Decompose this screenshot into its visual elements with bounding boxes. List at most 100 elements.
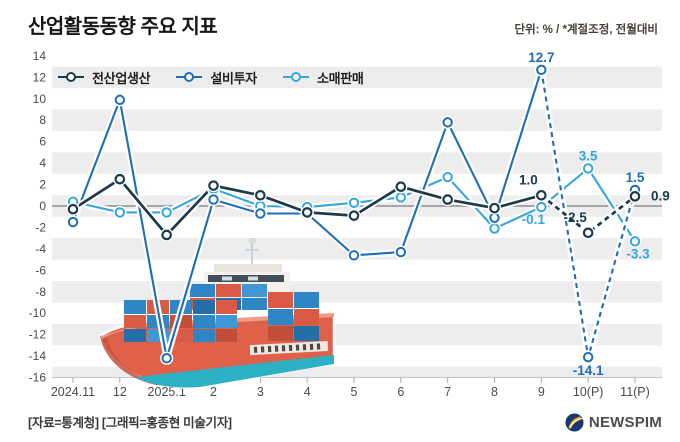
chart-axes: 14 12 10 8 6 4 2 0 -2 -4 -6 -8 -10 -12 -14 -16 2024.11 12… <box>29 49 662 399</box>
data-point <box>629 236 641 247</box>
data-point <box>442 171 453 183</box>
data-point <box>536 189 547 201</box>
y-axis-label: 0 <box>39 199 46 213</box>
grid-band <box>52 281 662 303</box>
grid-band <box>52 152 662 174</box>
ship-containers-right <box>268 292 319 341</box>
y-axis-label: 6 <box>39 135 46 149</box>
ship-waterline <box>136 355 334 388</box>
data-point <box>348 197 360 208</box>
grid-band <box>52 109 662 131</box>
ship-bridge-windows <box>208 275 284 282</box>
page-title: 산업활동동향 주요 지표 <box>28 16 218 38</box>
data-point <box>208 180 219 191</box>
x-axis-label: 12 <box>113 385 127 399</box>
y-axis-label: -6 <box>35 263 46 277</box>
value-label-1: 1.5 <box>626 170 645 185</box>
data-point <box>536 64 547 76</box>
y-axis-label: -14 <box>29 349 47 363</box>
data-point <box>395 246 407 258</box>
data-point <box>114 94 126 106</box>
data-point <box>208 194 219 205</box>
ship-bridge-window-glass <box>222 276 232 281</box>
x-axis-label: 5 <box>351 385 358 399</box>
x-axis-label: 3 <box>257 385 264 399</box>
data-point <box>582 351 594 363</box>
value-label-2: 3.5 <box>579 148 598 163</box>
x-axis-label: 10(P) <box>573 385 604 399</box>
unit-note: 단위: % / *계절조정, 전월대비 <box>514 24 659 36</box>
legend-label: 전산업생산 <box>92 70 151 86</box>
data-point <box>536 201 547 213</box>
data-point <box>442 117 453 128</box>
y-axis-label: -8 <box>35 285 46 299</box>
chart-legend: 전산업생산 설비투자 소매판매 <box>58 67 364 87</box>
grid-band <box>52 238 662 260</box>
grid-band <box>52 366 662 378</box>
data-point <box>348 210 360 221</box>
newspim-logo-text: NEWSPIM <box>588 414 662 431</box>
legend-marker-icon <box>58 72 84 82</box>
y-axis-label: -2 <box>35 220 46 234</box>
data-point <box>489 212 500 223</box>
data-point <box>395 181 407 193</box>
legend-item-0: 전산업생산 <box>58 68 151 87</box>
data-point <box>442 194 453 205</box>
value-label-0: 0.9 <box>651 188 670 203</box>
y-axis-label: 14 <box>33 49 47 63</box>
data-point <box>114 207 126 218</box>
data-point <box>301 207 313 218</box>
newspim-logo-icon <box>565 413 584 432</box>
y-axis-label: -16 <box>29 371 47 385</box>
ship-bridge-window-glass <box>248 276 258 281</box>
y-axis-label: 8 <box>39 113 46 127</box>
data-point <box>629 191 641 202</box>
grid-band <box>52 66 662 89</box>
y-axis-label: 2 <box>39 178 46 192</box>
x-axis-label: 6 <box>397 385 404 399</box>
data-point <box>67 203 79 215</box>
data-point <box>114 173 126 185</box>
series-lines <box>66 63 642 365</box>
legend-marker-icon <box>282 72 309 82</box>
value-label-2: -3.3 <box>626 246 650 261</box>
cargo-ship-illustration <box>98 238 336 389</box>
newspim-logo: NEWSPIM <box>565 413 662 432</box>
ship-hull-shadow <box>100 335 172 386</box>
y-axis-label: 10 <box>33 92 47 106</box>
x-axis-label: 9 <box>538 385 545 399</box>
value-label-0: 1.0 <box>519 172 538 187</box>
value-label-2: -0.1 <box>522 212 546 227</box>
data-point <box>255 189 266 201</box>
data-point <box>489 202 500 214</box>
value-label-1: 12.7 <box>528 50 554 65</box>
data-point <box>582 227 594 239</box>
y-axis-label: 4 <box>39 156 46 170</box>
y-axis-label: -10 <box>29 306 47 320</box>
data-point <box>395 192 407 203</box>
data-point <box>161 229 172 241</box>
series-line-dashed-0 <box>540 194 636 235</box>
legend-item-2: 소매판매 <box>282 68 364 87</box>
x-axis-label: 2024.11 <box>51 385 95 399</box>
value-label-1: -14.1 <box>573 363 604 378</box>
ship-mast-light <box>249 238 256 243</box>
x-axis-label: 7 <box>444 385 451 399</box>
series-value-labels: 1.0 -2.5 0.9 12.7 -14.1 1.5 -0.1 3.5 -3.3 <box>519 50 670 378</box>
data-point <box>67 216 79 228</box>
legend-item-1: 설비투자 <box>176 68 257 87</box>
value-label-0: -2.5 <box>564 210 588 225</box>
ship-bridge-top <box>214 264 282 274</box>
y-axis-label: 12 <box>33 70 47 84</box>
x-axis-label: 11(P) <box>620 385 650 399</box>
y-axis-label: -4 <box>35 242 46 256</box>
y-axis-label: -12 <box>29 328 47 342</box>
x-axis-label: 4 <box>304 385 311 399</box>
x-axis-label: 2025.1 <box>148 385 186 399</box>
ship-railing <box>249 341 329 356</box>
data-point <box>582 163 594 174</box>
data-point <box>255 208 266 219</box>
legend-label: 소매판매 <box>316 70 364 86</box>
